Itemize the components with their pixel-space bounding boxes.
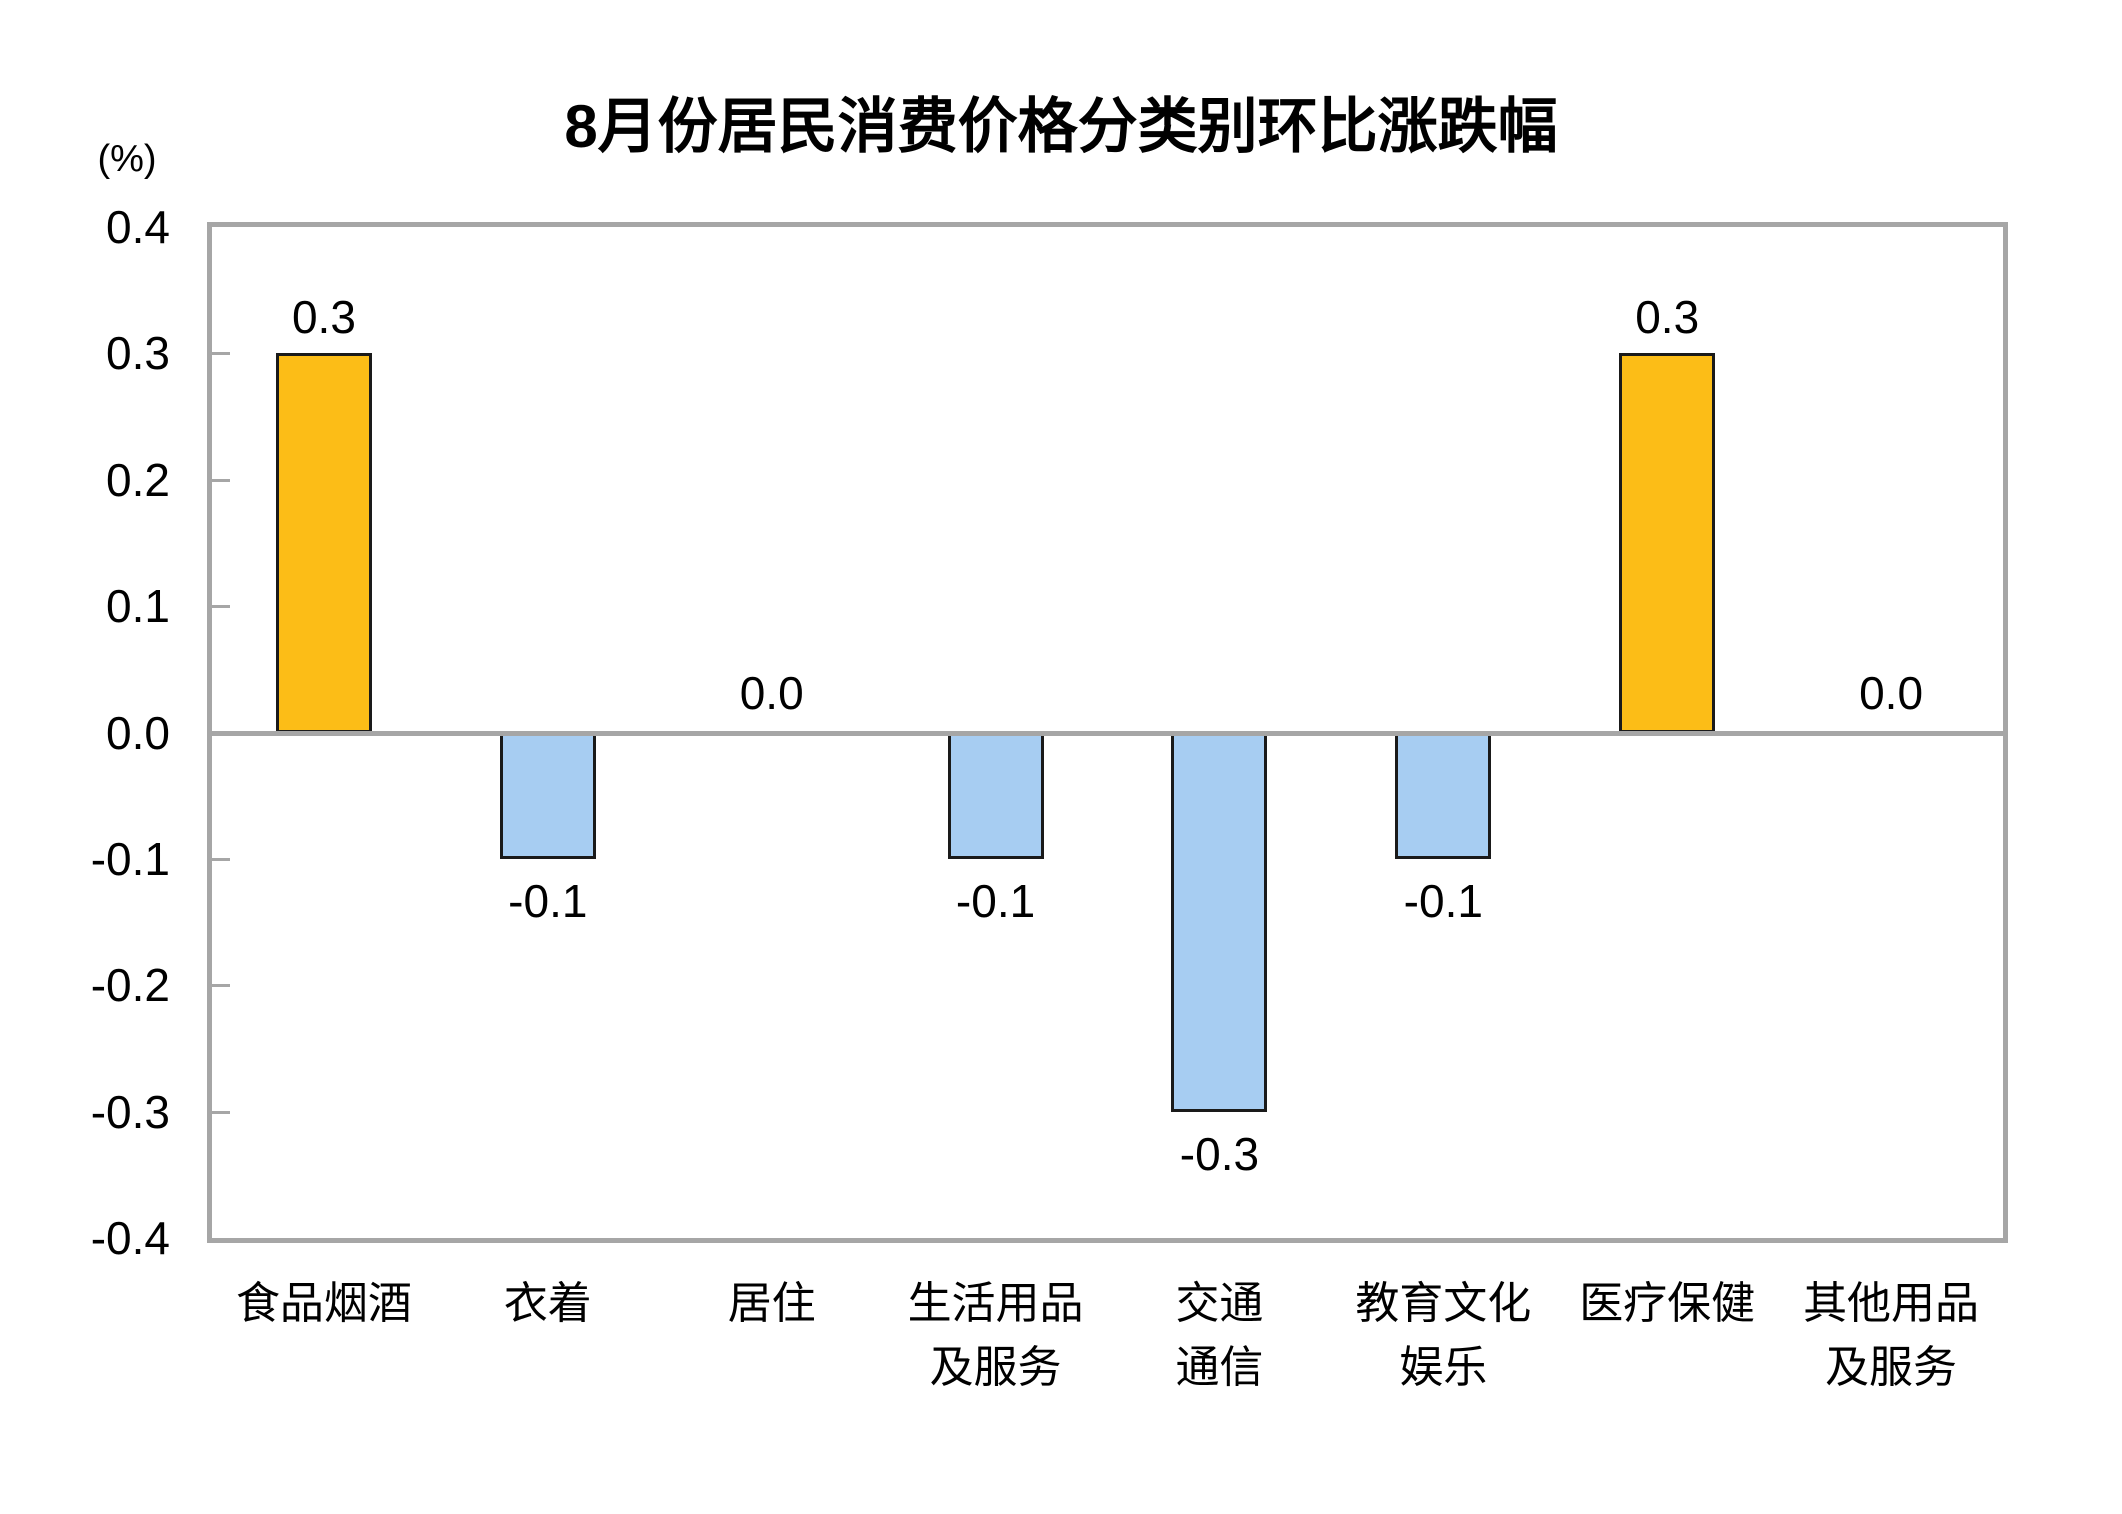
x-category-label-line: 生活用品 bbox=[907, 1279, 1084, 1328]
y-tick-label: 0.3 bbox=[106, 327, 170, 380]
x-category-label-line: 娱乐 bbox=[1399, 1343, 1488, 1392]
x-category-label-line: 医疗保健 bbox=[1579, 1279, 1756, 1328]
x-category-label: 教育文化 娱乐 bbox=[1327, 1272, 1559, 1400]
x-category-label-line: 居住 bbox=[727, 1279, 816, 1328]
x-category-label: 居住 bbox=[656, 1272, 888, 1336]
x-category-label-line: 通信 bbox=[1175, 1343, 1264, 1392]
bar-value-label: 0.0 bbox=[1859, 666, 1924, 719]
x-category-label-line: 及服务 bbox=[1825, 1343, 1958, 1392]
x-category-label: 其他用品 及服务 bbox=[1775, 1272, 2007, 1400]
y-tick-mark bbox=[212, 984, 230, 988]
chart-bar bbox=[1171, 732, 1268, 1112]
y-tick-mark bbox=[212, 1110, 230, 1114]
bar-value-label: -0.1 bbox=[1403, 874, 1483, 927]
bar-value-label: -0.1 bbox=[508, 874, 588, 927]
x-category-label-line: 其他用品 bbox=[1803, 1279, 1980, 1328]
y-tick-label: -0.3 bbox=[90, 1085, 170, 1138]
chart-title: 8月份居民消费价格分类别环比涨跌幅 bbox=[564, 93, 1558, 160]
bar-value-label: 0.3 bbox=[291, 291, 356, 344]
y-tick-mark bbox=[212, 857, 230, 861]
x-category-label: 医疗保健 bbox=[1551, 1272, 1783, 1336]
chart-bar bbox=[1395, 732, 1492, 859]
y-axis-unit-label: (%) bbox=[97, 138, 157, 180]
chart-bar bbox=[947, 732, 1044, 859]
chart-bar bbox=[1619, 353, 1716, 733]
x-category-label-line: 衣着 bbox=[503, 1279, 592, 1328]
y-tick-mark bbox=[212, 605, 230, 609]
y-tick-label: -0.1 bbox=[90, 832, 170, 885]
x-category-label: 交通 通信 bbox=[1103, 1272, 1335, 1400]
zero-axis-line bbox=[207, 730, 2008, 736]
chart-bar bbox=[275, 353, 372, 733]
x-category-label-line: 教育文化 bbox=[1355, 1279, 1532, 1328]
y-tick-label: -0.4 bbox=[90, 1212, 170, 1264]
bar-value-label: -0.1 bbox=[955, 874, 1036, 927]
bar-value-label: -0.3 bbox=[1179, 1127, 1260, 1180]
bar-value-label: 0.0 bbox=[739, 666, 804, 719]
y-tick-label: 0.4 bbox=[106, 201, 170, 253]
x-category-label-line: 食品烟酒 bbox=[235, 1279, 412, 1328]
y-tick-label: 0.2 bbox=[106, 453, 170, 506]
y-tick-label: 0.1 bbox=[106, 580, 170, 633]
bar-value-label: 0.3 bbox=[1635, 291, 1700, 344]
y-tick-label: 0.0 bbox=[106, 706, 170, 759]
x-category-label-line: 及服务 bbox=[929, 1343, 1062, 1392]
y-tick-mark bbox=[212, 352, 230, 356]
x-category-label: 衣着 bbox=[432, 1272, 664, 1336]
x-category-label: 食品烟酒 bbox=[208, 1272, 440, 1336]
x-category-label-line: 交通 bbox=[1175, 1279, 1264, 1328]
y-tick-label: -0.2 bbox=[90, 959, 170, 1012]
x-category-label: 生活用品 及服务 bbox=[880, 1272, 1112, 1400]
y-tick-mark bbox=[212, 478, 230, 482]
chart-bar bbox=[499, 732, 596, 859]
